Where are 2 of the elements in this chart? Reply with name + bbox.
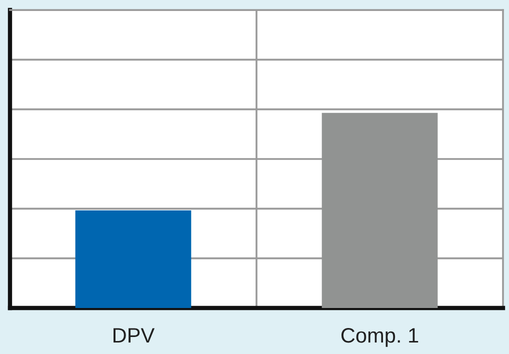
x-tick-label: Comp. 1 xyxy=(341,328,418,347)
x-tick-label: DPV xyxy=(114,328,155,343)
